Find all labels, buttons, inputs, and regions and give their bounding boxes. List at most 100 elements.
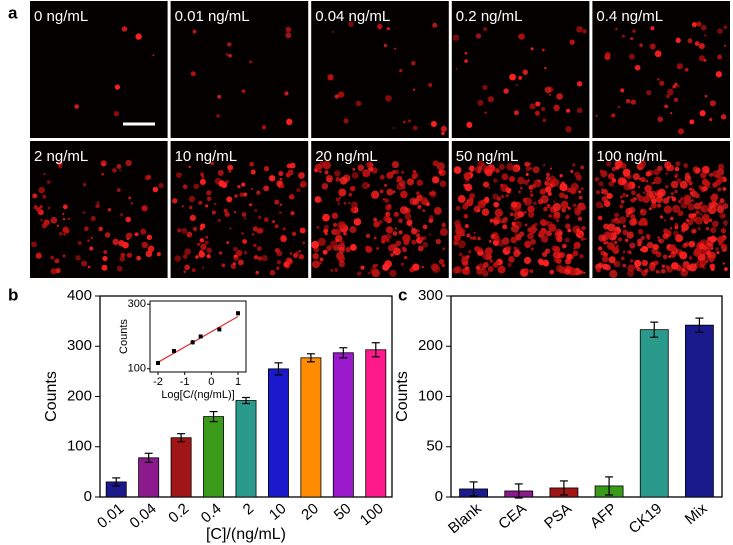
- fluorescent-spot: [333, 222, 338, 227]
- fluorescent-spot: [629, 242, 636, 249]
- fluorescent-spot: [422, 209, 426, 212]
- fluorescent-spot: [385, 233, 392, 240]
- fluorescent-spot: [412, 125, 418, 131]
- fluorescent-spot: [661, 264, 666, 268]
- fluorescent-spot: [646, 90, 652, 96]
- fluorescent-spot: [318, 261, 322, 265]
- x-tick-label: 2: [240, 500, 257, 518]
- fluorescent-spot: [276, 266, 280, 270]
- fluorescent-spot: [67, 217, 70, 220]
- fluorescent-spot: [665, 94, 670, 99]
- fluorescent-spot: [622, 224, 626, 228]
- fluorescent-spot: [687, 38, 693, 44]
- fluorescent-spot: [657, 236, 661, 240]
- fluorescent-spot: [430, 121, 437, 127]
- fluorescent-spot: [244, 217, 247, 220]
- fluorescent-spot: [630, 99, 637, 105]
- fluorescent-spot: [611, 166, 617, 172]
- fluorescent-spot: [468, 250, 472, 254]
- fluorescent-spot: [482, 85, 488, 90]
- fluorescent-spot: [594, 177, 600, 182]
- fluorescent-spot: [671, 196, 677, 202]
- fluorescent-spot: [702, 185, 708, 192]
- fluorescent-spot: [411, 239, 417, 245]
- fluorescent-spot: [576, 228, 580, 233]
- fluorescent-spot: [463, 172, 471, 180]
- fluorescent-spot: [551, 178, 560, 187]
- fluorescent-spot: [95, 203, 100, 209]
- fluorescent-spot: [348, 21, 354, 27]
- fluorescent-spot: [50, 268, 57, 275]
- y-tick-label: 400: [67, 287, 92, 304]
- fluorescent-spot: [711, 201, 718, 209]
- y-axis-label: Counts: [118, 319, 130, 354]
- x-tick-label: CK19: [626, 500, 666, 537]
- fluorescent-spot: [543, 164, 546, 167]
- fluorescent-spot: [546, 178, 553, 185]
- fluorescent-spot: [702, 266, 706, 270]
- fluorescent-spot: [649, 207, 652, 211]
- fluorescent-spot: [135, 33, 142, 40]
- fluorescent-spot: [278, 171, 284, 177]
- fluorescent-spot: [552, 202, 562, 212]
- fluorescent-spot: [412, 169, 417, 174]
- fluorescent-spot: [455, 67, 458, 70]
- fluorescent-spot: [403, 239, 410, 246]
- x-tick-label: 0.04: [126, 500, 159, 532]
- fluorescent-spot: [464, 180, 467, 183]
- fluorescent-spot: [499, 164, 505, 170]
- fluorescent-spot: [708, 218, 713, 223]
- fluorescent-spot: [197, 242, 201, 246]
- fluorescent-spot: [674, 173, 679, 178]
- fluorescent-spot: [192, 29, 197, 34]
- fluorescent-spot: [544, 186, 552, 193]
- fluorescent-spot: [417, 204, 422, 209]
- fluorescent-spot: [683, 194, 691, 202]
- fluorescent-spot: [693, 249, 701, 257]
- fluorescent-spot: [184, 264, 191, 271]
- fluorescent-spot: [343, 231, 347, 236]
- fluorescent-spot: [715, 247, 719, 251]
- fluorescent-spot: [188, 195, 196, 203]
- micrograph: 0.01 ng/mL: [170, 1, 309, 138]
- fluorescent-spot: [463, 213, 469, 219]
- fluorescent-spot: [384, 198, 390, 203]
- fluorescent-spot: [241, 212, 247, 217]
- bar: [685, 324, 714, 498]
- fluorescent-spot: [174, 255, 181, 262]
- fluorescent-spot: [403, 120, 406, 124]
- fluorescent-spot: [285, 26, 292, 33]
- fluorescent-spot: [126, 252, 133, 258]
- fluorescent-spot: [285, 32, 292, 39]
- fluorescent-spot: [597, 246, 603, 251]
- fluorescent-spot: [614, 212, 620, 218]
- fluorescent-spot: [548, 93, 552, 96]
- fluorescent-spot: [199, 249, 204, 254]
- fluorescent-spot: [688, 263, 697, 272]
- fluorescent-spot: [664, 104, 669, 109]
- fluorescent-spot: [257, 256, 263, 261]
- fluorescent-spot: [156, 252, 161, 257]
- fluorescent-spot: [81, 260, 88, 267]
- fluorescent-spot: [221, 182, 228, 189]
- fluorescent-spot: [237, 259, 244, 266]
- fluorescent-spot: [256, 228, 262, 234]
- fluorescent-spot: [493, 178, 498, 183]
- fluorescent-spot: [716, 205, 724, 214]
- fluorescent-spot: [681, 223, 690, 231]
- fluorescent-spot: [700, 172, 707, 179]
- fluorescent-spot: [509, 212, 514, 217]
- fluorescent-spot: [387, 244, 395, 252]
- fluorescent-spot: [515, 84, 518, 87]
- x-tick-label: Blank: [445, 500, 485, 537]
- x-tick-label: -1: [180, 376, 190, 388]
- fluorescent-spot: [523, 179, 529, 185]
- fluorescent-spot: [717, 28, 723, 34]
- bar: [300, 357, 322, 498]
- fluorescent-spot: [603, 231, 612, 239]
- fluorescent-spot: [577, 216, 583, 221]
- fluorescent-spot: [432, 264, 441, 273]
- fluorescent-spot: [646, 241, 654, 249]
- fluorescent-spot: [559, 182, 568, 192]
- fluorescent-spot: [709, 257, 715, 263]
